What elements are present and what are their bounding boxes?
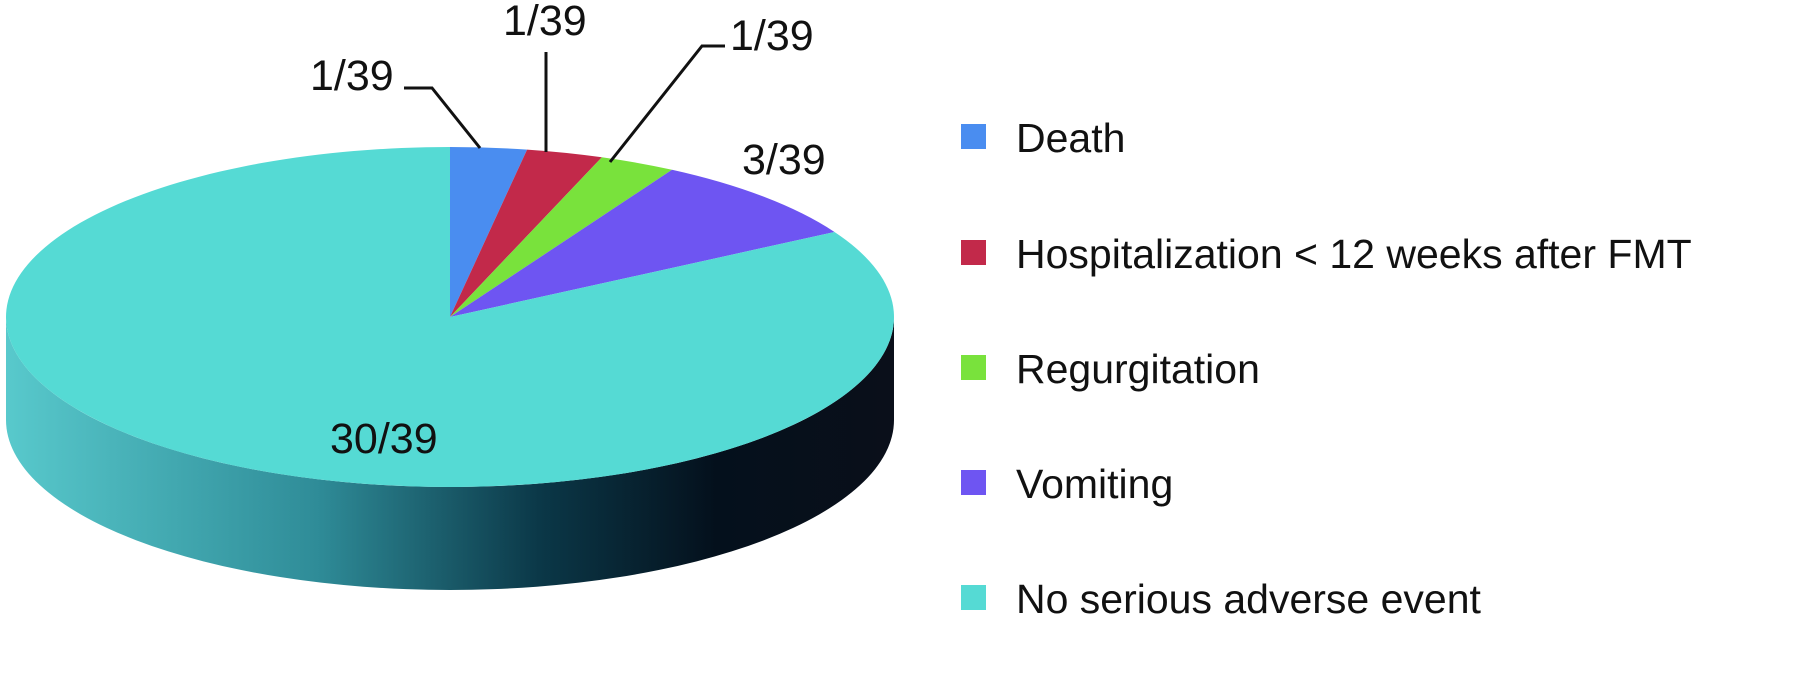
legend-swatch-death	[961, 124, 986, 149]
data-label-vomiting: 3/39	[742, 136, 826, 184]
data-label-hospitalization: 1/39	[503, 0, 587, 45]
legend-item-vomiting: Vomiting	[961, 461, 1173, 507]
pie-side-wall	[6, 317, 894, 590]
legend-item-death: Death	[961, 115, 1125, 161]
pie-slice-vomiting	[450, 169, 835, 317]
legend-swatch-regurgitation	[961, 355, 986, 380]
legend-swatch-hospitalization	[961, 240, 986, 265]
data-label-regurgitation: 1/39	[730, 12, 814, 60]
legend-swatch-vomiting	[961, 470, 986, 495]
pie-slice-regurgitation	[450, 157, 672, 317]
pie-slice-death	[450, 147, 528, 317]
legend-label-death: Death	[1016, 115, 1125, 161]
legend-label-hospitalization: Hospitalization < 12 weeks after FMT	[1016, 231, 1692, 277]
legend-label-no-serious-adverse-event: No serious adverse event	[1016, 576, 1482, 622]
legend-label-regurgitation: Regurgitation	[1016, 346, 1260, 392]
pie-slice-hospitalization-12-weeks-after-fmt	[450, 149, 602, 317]
legend-item-hospitalization: Hospitalization < 12 weeks after FMT	[961, 231, 1692, 277]
legend: Death Hospitalization < 12 weeks after F…	[961, 115, 1692, 622]
legend-swatch-no-serious-adverse-event	[961, 585, 986, 610]
data-label-no-serious-adverse-event: 30/39	[330, 415, 438, 463]
leader-line-regurgitation	[608, 44, 725, 163]
pie-slice-no-serious-adverse-event	[6, 147, 895, 487]
legend-item-no-serious-adverse-event: No serious adverse event	[961, 576, 1482, 622]
legend-item-regurgitation: Regurgitation	[961, 346, 1260, 392]
data-label-death: 1/39	[310, 52, 394, 100]
leader-line-death	[404, 86, 482, 149]
legend-label-vomiting: Vomiting	[1016, 461, 1173, 507]
